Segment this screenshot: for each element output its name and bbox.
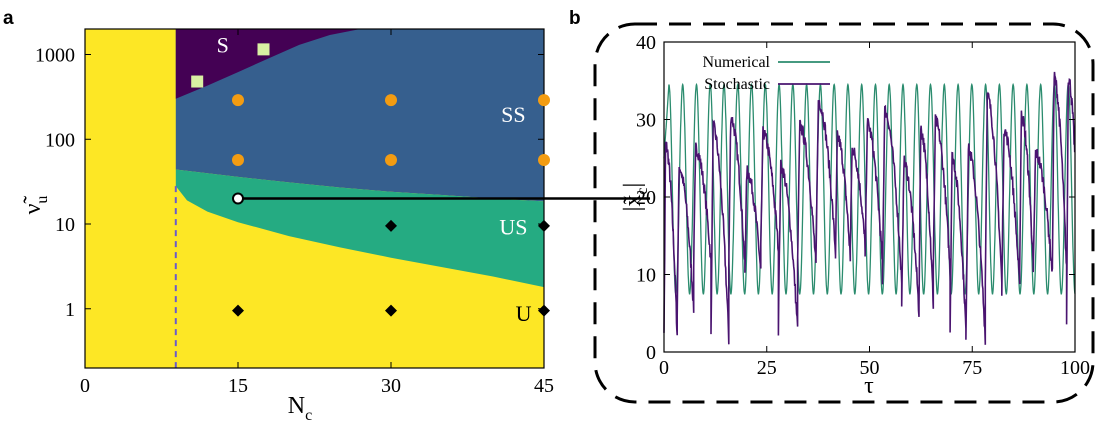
- region-label-u: U: [516, 301, 532, 326]
- circle-marker: [385, 94, 397, 107]
- xlabel-main: N: [288, 393, 305, 419]
- y-tick-label: 100: [45, 129, 75, 151]
- panel-a-label: a: [3, 8, 14, 29]
- legend-label: Stochastic: [704, 76, 770, 93]
- x-tick-label: 45: [534, 375, 554, 397]
- x-tick-label: 100: [1060, 357, 1090, 379]
- x-tick-label: 75: [962, 357, 982, 379]
- panel-a-ylabel: ν̃u: [20, 196, 51, 215]
- circle-marker: [538, 94, 550, 107]
- panel-a-ticks: 0 15 30 45 1 10 100 1000: [35, 29, 554, 397]
- panel-a-xlabel: Nc: [288, 393, 312, 424]
- y-tick-label: 10: [636, 265, 656, 287]
- region-ss: [175, 29, 544, 202]
- x-tick-label: 0: [80, 375, 90, 397]
- region-label-us: US: [499, 215, 527, 240]
- diamond-marker: [538, 219, 550, 232]
- diamond-marker: [385, 304, 397, 317]
- circle-marker: [232, 153, 244, 166]
- x-tick-label: 15: [228, 375, 248, 397]
- region-label-ss: SS: [501, 102, 525, 127]
- panel-b: b 0 25 50 75 100 0 10 20 30 40 Numerical Stochasti…: [569, 8, 1095, 404]
- time-series: [663, 71, 1076, 345]
- x-tick-label: 0: [659, 357, 669, 379]
- x-tick-label: 25: [757, 357, 777, 379]
- circle-marker: [538, 153, 550, 166]
- dashed-frame: [593, 22, 1095, 404]
- region-label-s: S: [217, 33, 229, 58]
- ylabel-sub: u: [34, 196, 51, 204]
- phase-markers: [191, 43, 550, 317]
- circle-marker: [385, 153, 397, 166]
- legend-label: Numerical: [702, 54, 770, 71]
- diamond-marker: [538, 304, 550, 317]
- circle-marker: [232, 94, 244, 107]
- ylabel-sub: c: [634, 187, 651, 194]
- y-tick-label: 20: [636, 187, 656, 209]
- diamond-marker: [232, 304, 244, 317]
- xlabel-sub: c: [305, 407, 312, 424]
- panel-b-xlabel: τ: [864, 373, 874, 399]
- x-tick-label: 30: [381, 375, 401, 397]
- panel-b-label: b: [569, 8, 581, 29]
- y-tick-label: 1: [65, 299, 75, 321]
- y-tick-label: 1000: [35, 45, 75, 67]
- y-tick-label: 40: [636, 32, 656, 54]
- square-marker: [257, 43, 270, 56]
- legend: Numerical Stochastic: [702, 54, 830, 93]
- y-tick-label: 30: [636, 110, 656, 132]
- square-marker: [191, 75, 204, 88]
- panel-b-ticks: 0 25 50 75 100 0 10 20 30 40: [636, 32, 1090, 379]
- series-numerical-line: [663, 82, 1076, 295]
- series-stochastic-line: [663, 71, 1076, 345]
- ylabel-main: |x̃: [620, 195, 646, 212]
- region-s: [175, 29, 361, 99]
- y-tick-label: 10: [55, 214, 75, 236]
- y-tick-label: 0: [646, 342, 656, 364]
- ylabel-close: |: [620, 183, 646, 188]
- x-tick-label: 50: [860, 357, 880, 379]
- diamond-marker: [385, 219, 397, 232]
- panel-b-ylabel: |x̃c|: [620, 183, 651, 212]
- hollow-circle-marker: [232, 192, 244, 205]
